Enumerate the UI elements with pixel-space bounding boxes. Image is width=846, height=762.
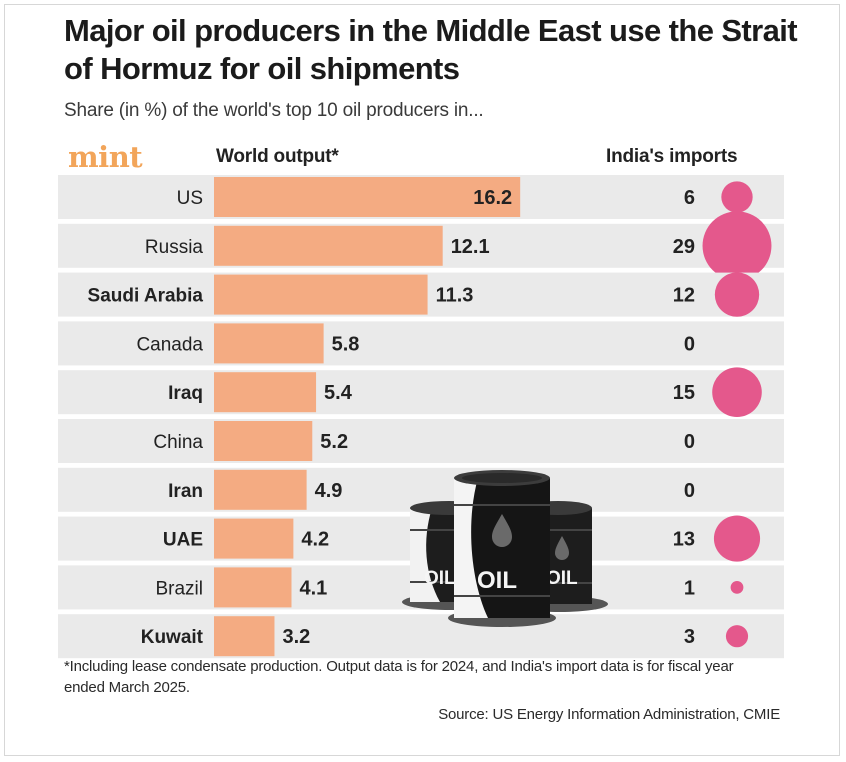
category-label-china: China	[153, 432, 203, 453]
value-label-iran: 4.9	[315, 480, 343, 502]
import-value-saudi-arabia: 12	[673, 285, 695, 307]
bar-china	[214, 421, 313, 461]
import-bubble-kuwait	[725, 625, 749, 648]
row-background-china	[58, 419, 784, 463]
import-bubble-uae	[713, 515, 761, 562]
footnote: *Including lease condensate production. …	[64, 658, 734, 696]
value-label-brazil: 4.1	[299, 577, 327, 599]
category-label-iraq: Iraq	[168, 383, 203, 404]
category-label-brazil: Brazil	[155, 578, 203, 599]
row-background-canada	[58, 321, 784, 366]
value-label-uae: 4.2	[301, 529, 329, 551]
import-bubble-russia	[702, 211, 772, 281]
mint-logo: mint	[68, 140, 143, 174]
category-label-iran: Iran	[168, 481, 203, 502]
import-value-iran: 0	[684, 480, 695, 502]
chart-title: Major oil producers in the Middle East u…	[64, 13, 798, 86]
import-value-kuwait: 3	[684, 626, 695, 648]
import-value-us: 6	[684, 187, 695, 209]
import-value-brazil: 1	[684, 577, 695, 599]
barrel-label-center: OIL	[477, 567, 517, 594]
india-imports-header: India's imports	[606, 146, 738, 167]
category-label-saudi-arabia: Saudi Arabia	[88, 286, 204, 307]
oil-barrel-center-icon: OIL	[448, 470, 556, 627]
category-label-canada: Canada	[136, 334, 203, 355]
bar-saudi-arabia	[214, 274, 428, 315]
bar-kuwait	[214, 616, 275, 657]
import-value-canada: 0	[684, 333, 695, 355]
row-background-kuwait	[58, 614, 784, 659]
value-label-canada: 5.8	[332, 333, 360, 355]
bar-us	[214, 177, 521, 217]
category-label-us: US	[177, 188, 203, 209]
import-bubble-iraq	[712, 367, 762, 417]
row-background-iraq	[58, 370, 784, 415]
category-label-uae: UAE	[163, 530, 203, 551]
chart-subtitle: Share (in %) of the world's top 10 oil p…	[64, 100, 484, 121]
bar-iraq	[214, 372, 317, 413]
category-label-russia: Russia	[145, 237, 204, 258]
import-value-china: 0	[684, 431, 695, 453]
value-label-iraq: 5.4	[324, 382, 353, 404]
bar-uae	[214, 518, 294, 559]
value-label-saudi-arabia: 11.3	[436, 285, 474, 307]
bar-brazil	[214, 567, 292, 608]
source-note: Source: US Energy Information Administra…	[438, 706, 780, 723]
value-label-kuwait: 3.2	[282, 626, 310, 648]
bar-russia	[214, 225, 443, 266]
world-output-header: World output*	[216, 146, 339, 167]
import-value-iraq: 15	[673, 382, 695, 404]
value-label-us: 16.2	[473, 187, 512, 209]
barrel-label-right: OIL	[546, 568, 578, 589]
import-value-uae: 13	[673, 529, 695, 551]
category-label-kuwait: Kuwait	[141, 627, 204, 648]
value-label-china: 5.2	[320, 431, 348, 453]
import-bubble-us	[721, 181, 753, 213]
oil-barrels-illustration: OIL OIL OIL	[402, 470, 608, 627]
barrel-label-left: OIL	[424, 568, 456, 589]
bar-canada	[214, 323, 324, 364]
import-value-russia: 29	[673, 236, 695, 258]
import-bubble-saudi-arabia	[714, 272, 760, 317]
import-bubble-brazil	[730, 581, 744, 594]
value-label-russia: 12.1	[451, 236, 490, 258]
bar-iran	[214, 469, 307, 510]
